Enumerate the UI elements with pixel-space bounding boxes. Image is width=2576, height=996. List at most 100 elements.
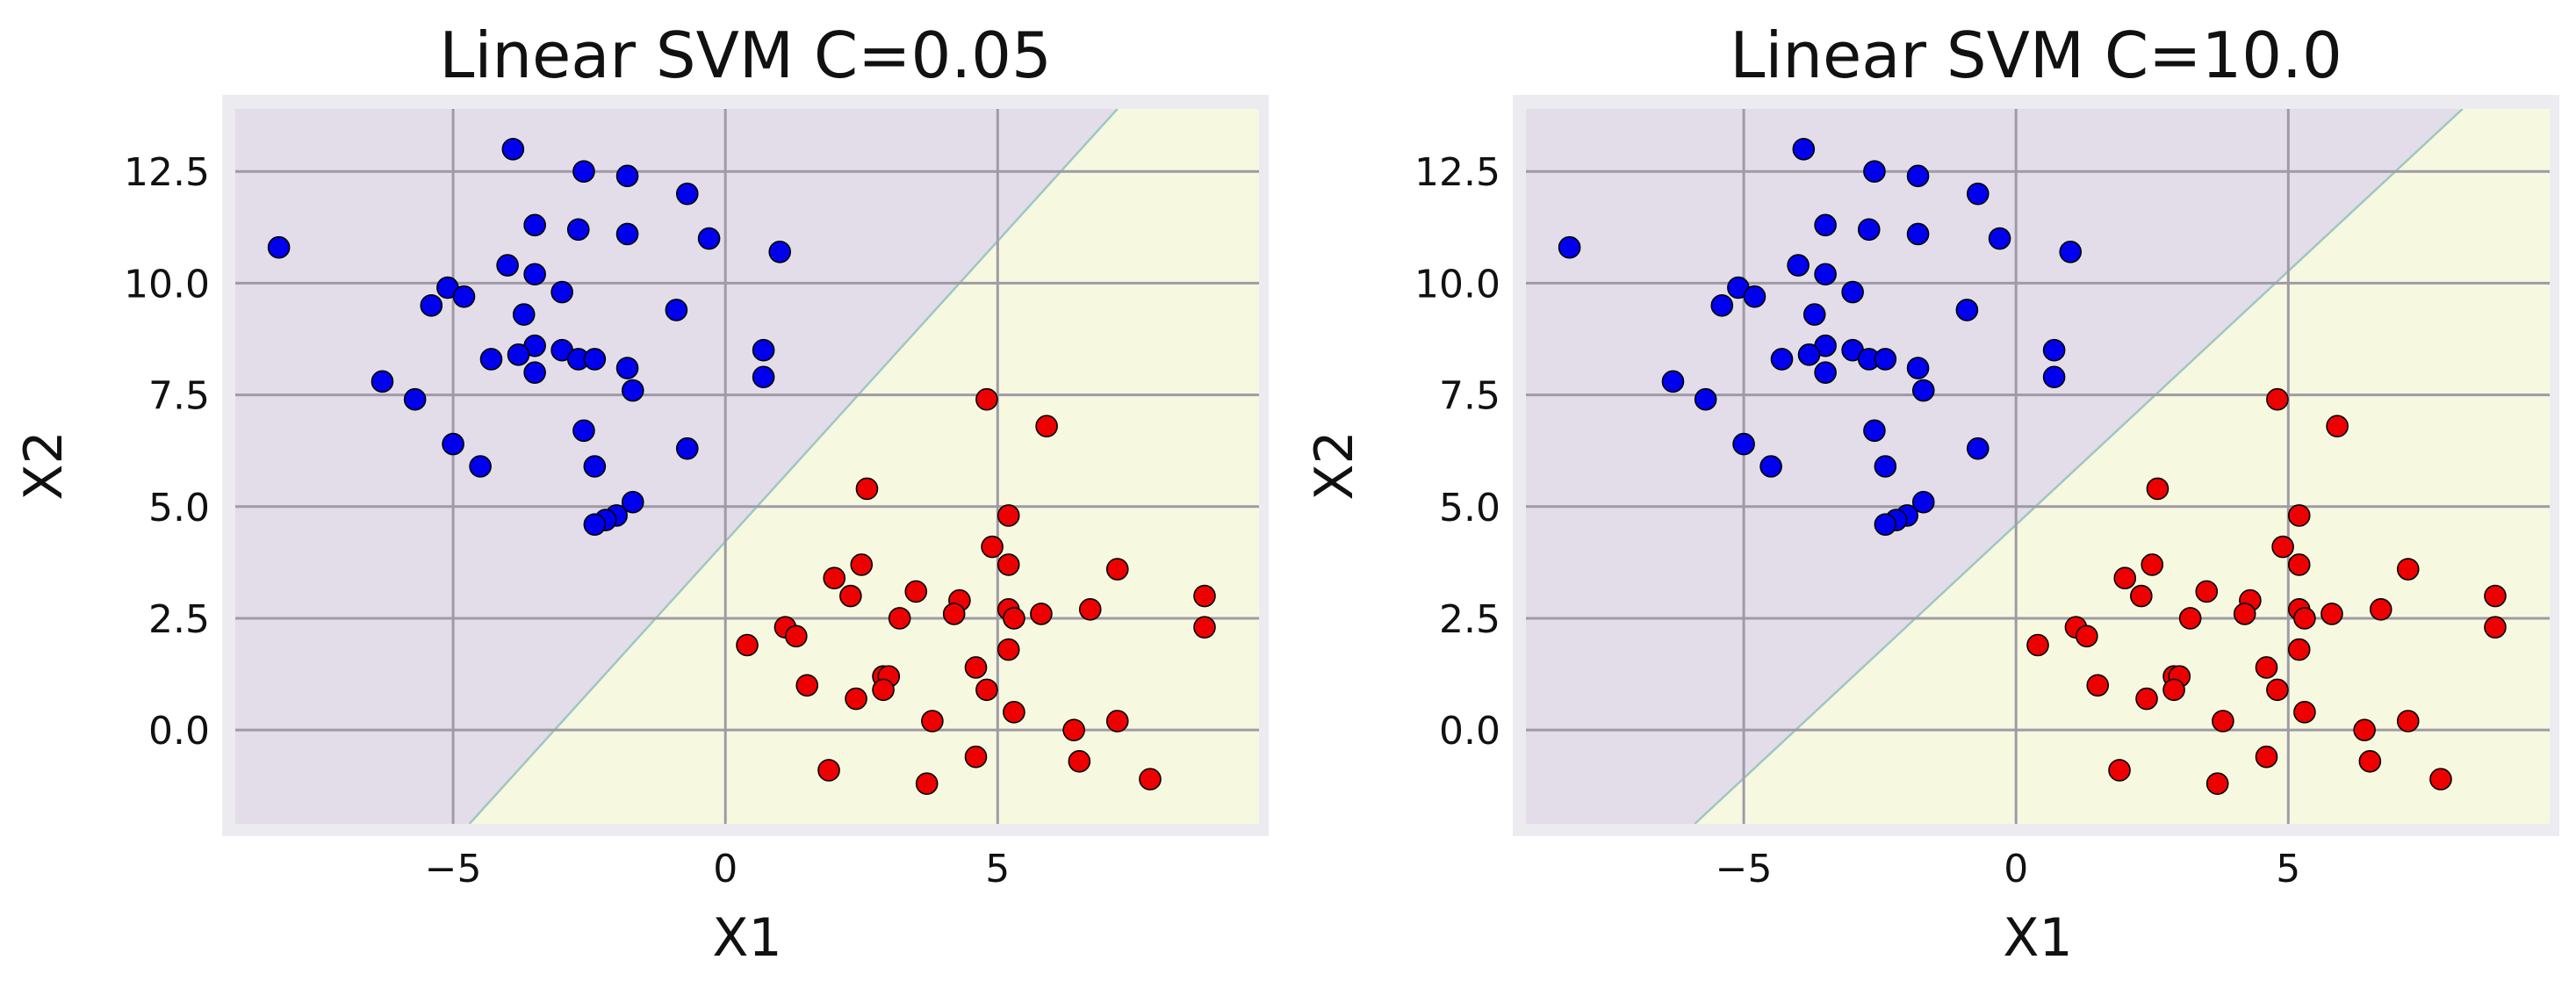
data-point (523, 361, 546, 384)
data-point (997, 504, 1020, 527)
y-tick-label: 5.0 (1439, 486, 1500, 530)
data-point (1661, 370, 1685, 393)
data-point (2086, 674, 2110, 697)
data-point (1906, 164, 1930, 188)
x-tick-label: 5 (985, 847, 1010, 891)
y-tick-label: 10.0 (1414, 262, 1500, 307)
y-tick-label: 7.5 (148, 374, 210, 419)
x-axis-label: X1 (2003, 907, 2072, 969)
data-point (1770, 348, 1794, 371)
data-point (572, 160, 595, 184)
y-tick-label: 2.5 (148, 597, 210, 642)
data-point (795, 674, 819, 697)
data-point (615, 222, 639, 246)
data-point (1732, 432, 1755, 456)
data-point (566, 218, 590, 242)
data-point (997, 553, 1020, 576)
data-point (507, 343, 530, 366)
data-point (1966, 437, 1990, 460)
decision-boundary (468, 109, 1119, 824)
data-point (2484, 616, 2507, 639)
data-point (2162, 678, 2185, 702)
data-point (1193, 584, 1216, 608)
data-point (942, 603, 966, 625)
data-point (2266, 678, 2289, 702)
data-point (675, 437, 699, 460)
data-point (2293, 701, 2316, 724)
data-point (1068, 749, 1091, 773)
data-point (752, 338, 775, 362)
data-point (2205, 772, 2229, 796)
data-point (1906, 222, 1930, 246)
data-point (1792, 137, 1816, 161)
data-point (2255, 656, 2278, 679)
data-point (523, 213, 546, 237)
data-point (621, 379, 644, 402)
x-tick-label: 0 (713, 847, 738, 891)
series-1 (267, 137, 792, 536)
series-2 (2026, 387, 2507, 796)
chart-title: Linear SVM C=0.05 (439, 18, 1052, 92)
data-point (1874, 513, 1897, 536)
data-point (572, 419, 595, 443)
y-tick-label: 7.5 (1439, 374, 1500, 419)
data-point (371, 370, 394, 393)
data-point (2195, 580, 2219, 603)
data-point (442, 432, 464, 456)
data-point (1759, 455, 1782, 478)
data-point (496, 254, 519, 277)
data-point (697, 227, 721, 250)
data-point (452, 285, 476, 308)
y-tick-label: 0.0 (1439, 709, 1500, 754)
x-tick-label: −5 (425, 847, 482, 891)
x-tick-label: 0 (2004, 847, 2028, 891)
data-point (1955, 299, 1979, 321)
data-point (1911, 379, 1935, 402)
data-point (1966, 182, 1990, 206)
data-point (583, 348, 607, 371)
subplot-1: −5 0 5 0.0 2.5 5.0 7.5 10.0 12.5 Linear SVM C=0.0… (13, 18, 1269, 969)
data-point (1814, 213, 1837, 237)
data-point (2266, 387, 2289, 411)
data-point (736, 633, 759, 657)
y-axis-label: X2 (13, 430, 75, 500)
series-2 (736, 387, 1216, 796)
data-point (839, 584, 862, 608)
data-point (1797, 343, 1821, 366)
data-point (501, 137, 525, 161)
data-point (1988, 227, 2011, 250)
data-point (1105, 710, 1129, 733)
data-point (2130, 584, 2153, 608)
data-point (1814, 361, 1837, 384)
data-point (1863, 160, 1886, 184)
data-point (1743, 285, 1767, 308)
data-point (615, 357, 639, 379)
data-point (2135, 687, 2158, 711)
data-point (2178, 607, 2202, 630)
y-axis-label: X2 (1304, 430, 1365, 500)
data-point (1193, 616, 1216, 639)
data-point (2026, 633, 2049, 657)
plot-area (235, 109, 1259, 824)
data-point (1062, 718, 1085, 741)
data-point (915, 772, 939, 796)
data-point (2271, 535, 2294, 559)
data-point (420, 294, 443, 317)
data-point (855, 477, 879, 501)
data-point (823, 567, 846, 589)
data-point (1030, 603, 1053, 625)
data-point (2108, 759, 2131, 782)
data-point (1787, 254, 1810, 277)
data-point (964, 745, 988, 769)
data-point (479, 348, 503, 371)
data-point (2042, 338, 2066, 362)
subplot-2: −5 0 5 0.0 2.5 5.0 7.5 10.0 12.5 Linear SVM C=10.… (1304, 18, 2559, 969)
series-1 (1558, 137, 2083, 536)
data-point (2369, 597, 2393, 621)
x-tick-label: 5 (2276, 847, 2300, 891)
data-point (888, 607, 911, 630)
data-point (964, 656, 988, 679)
decision-boundary (1694, 109, 2464, 824)
